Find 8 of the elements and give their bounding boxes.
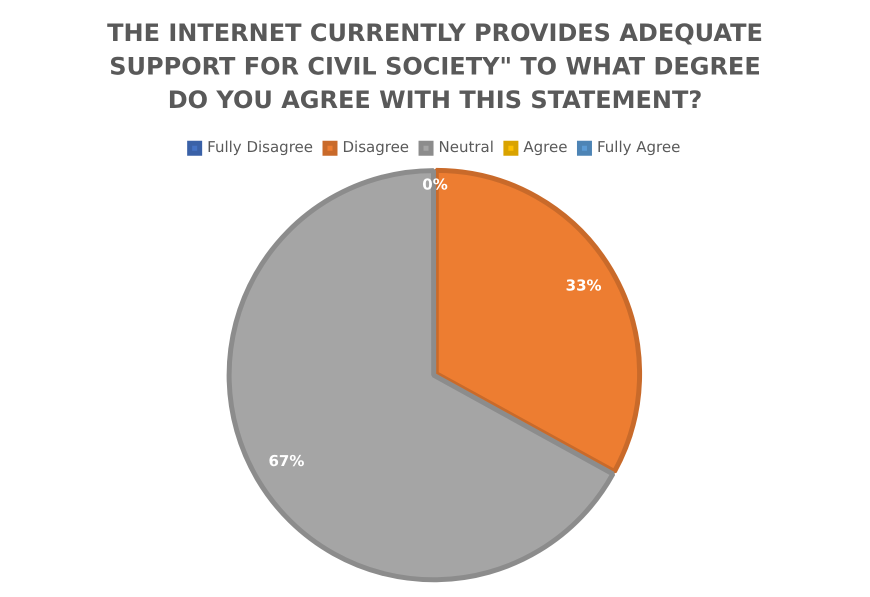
legend-label: Fully Disagree xyxy=(207,138,313,156)
legend-label: Fully Agree xyxy=(596,138,680,156)
legend-label: Neutral xyxy=(438,138,494,156)
data-label: 33% xyxy=(566,276,602,294)
legend-label: Disagree xyxy=(342,138,410,156)
legend-label: Agree xyxy=(523,138,568,156)
chart-title: THE INTERNET CURRENTLY PROVIDES ADEQUATE SUPPORT FOR CIVIL SOCIETY" TO WHAT DEGREE DO YOU AGREE WITH THIS STATEMENT? xyxy=(107,19,763,114)
data-label: 67% xyxy=(268,452,304,470)
